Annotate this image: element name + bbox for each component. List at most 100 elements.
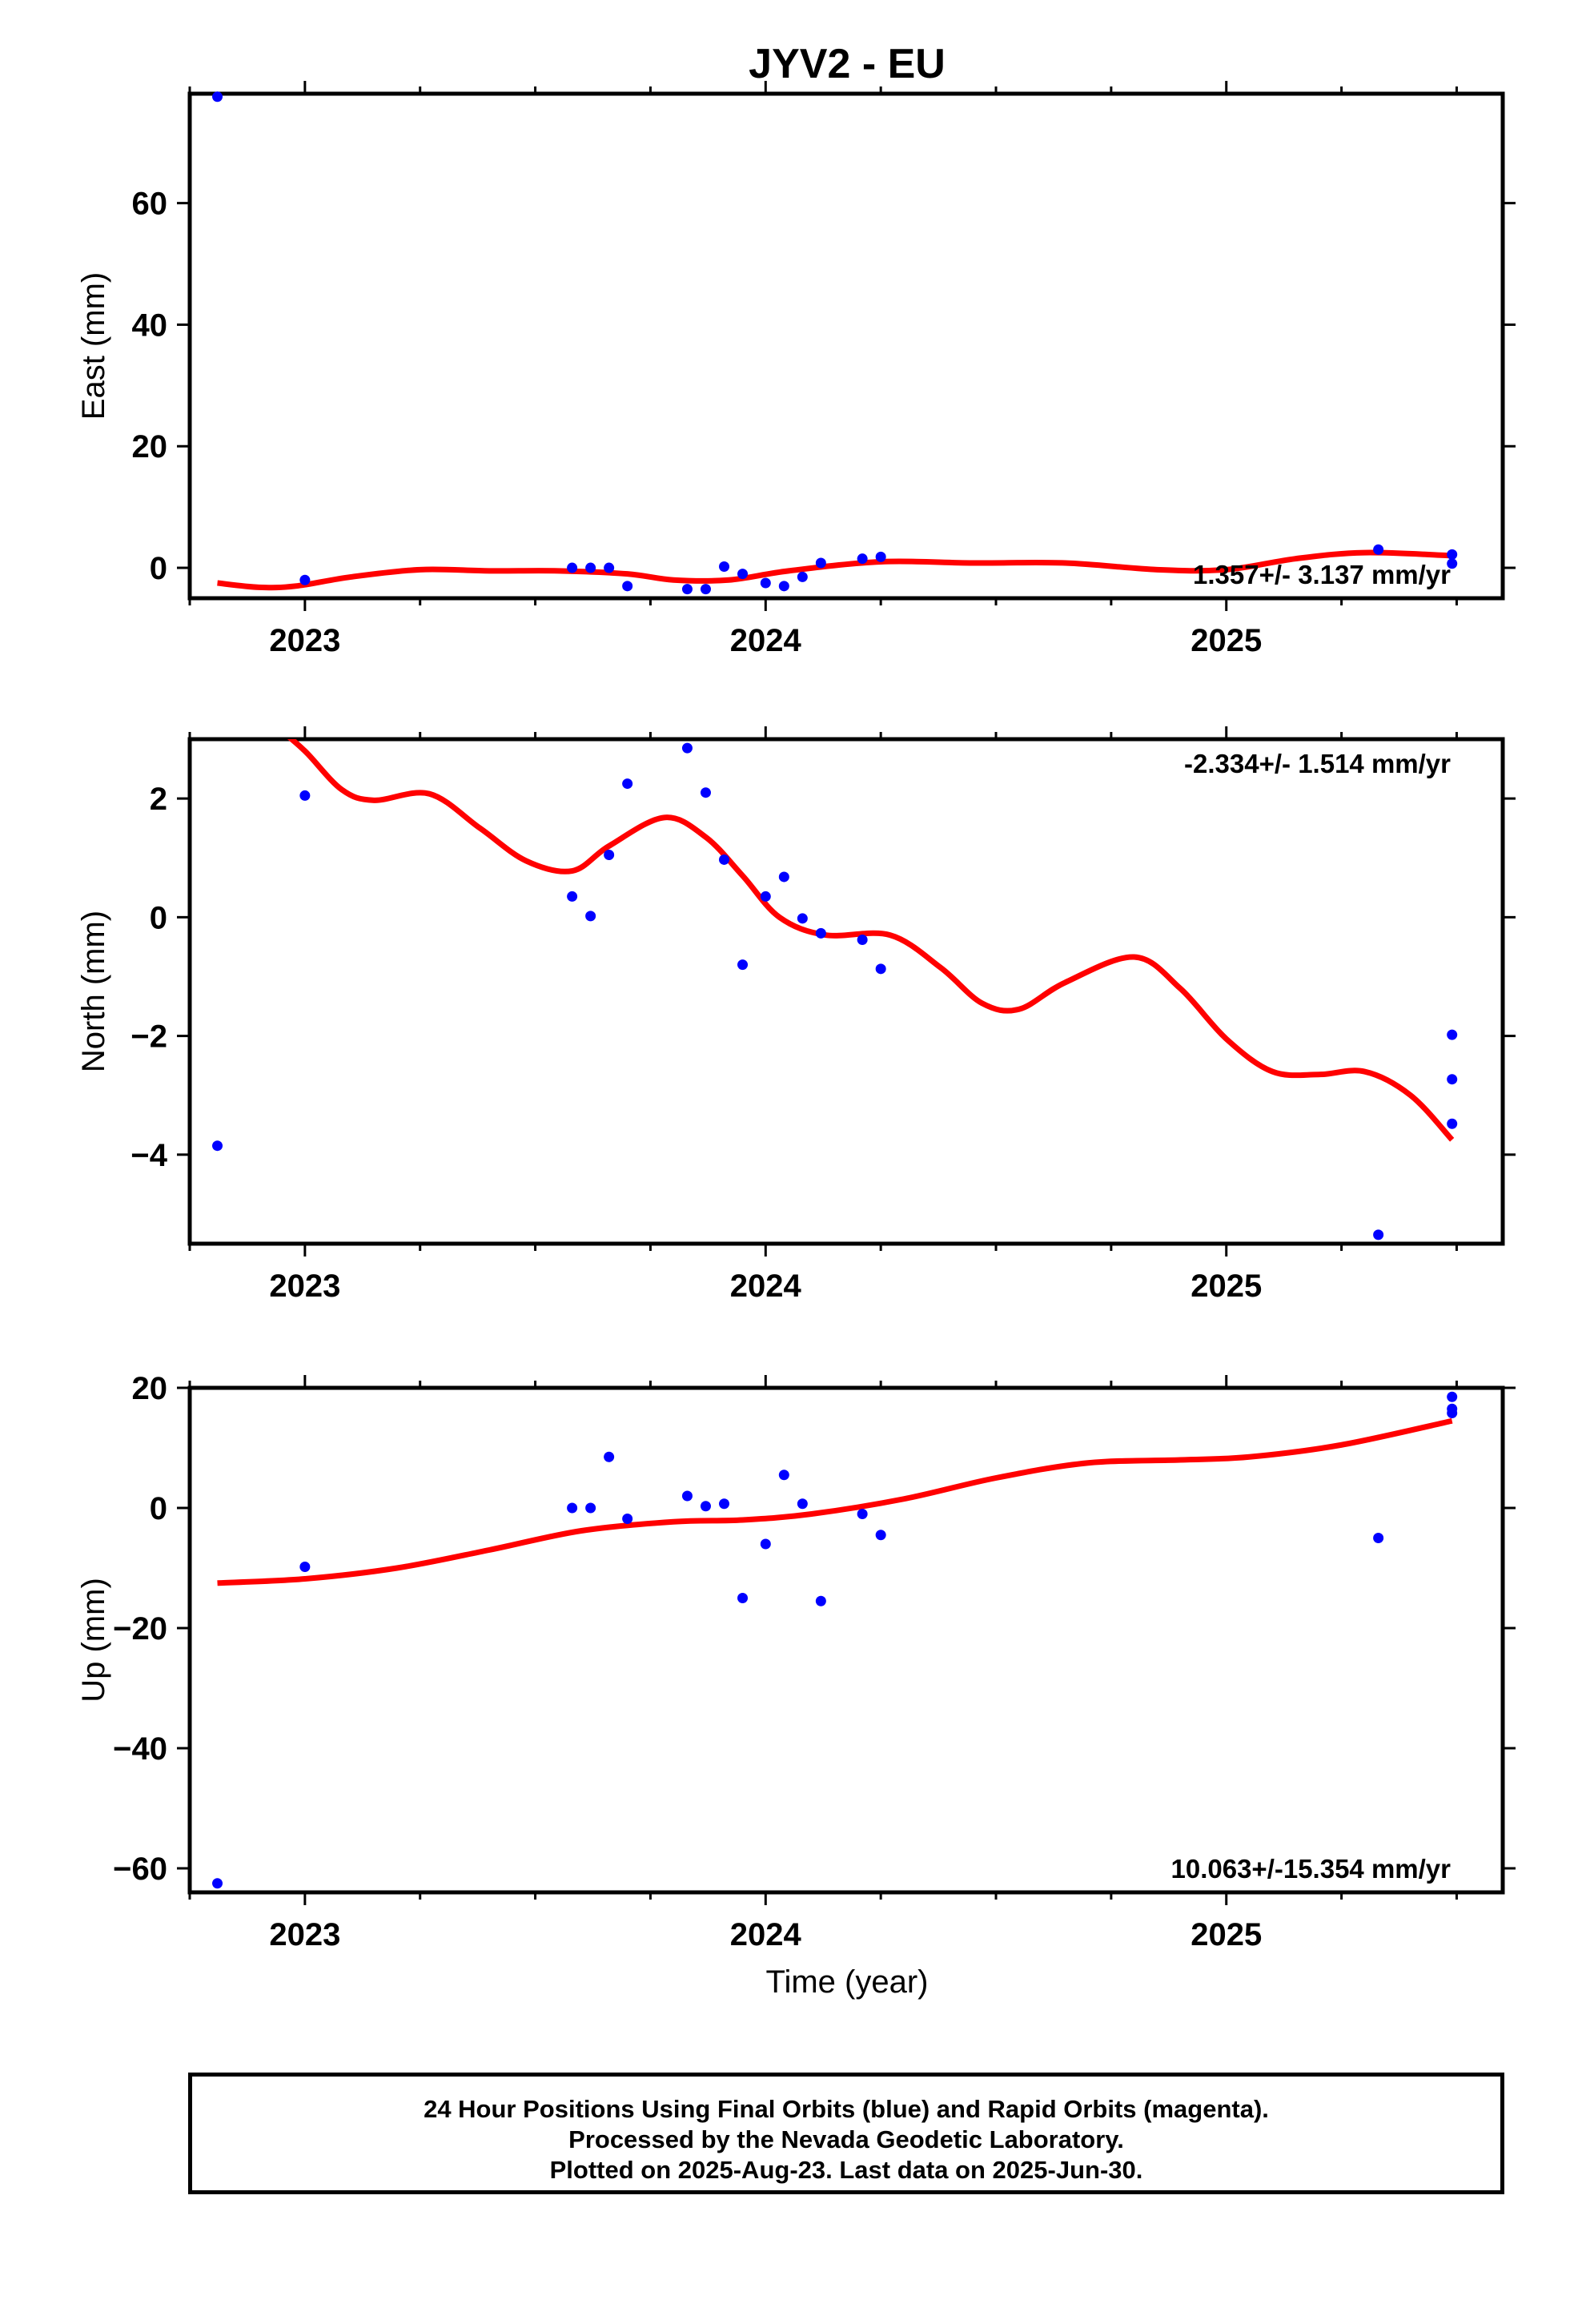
data-point [700,1501,711,1512]
data-point [797,1498,808,1510]
data-point [681,584,693,595]
x-tick-label: 2025 [1191,1269,1262,1304]
data-point [737,959,749,971]
data-point [567,562,578,573]
plot-frame [187,91,1505,601]
data-point [875,1530,886,1541]
data-point [567,891,578,902]
y-tick-label: 20 [132,1371,168,1406]
data-point [585,562,596,573]
y-tick-label: −20 [113,1611,167,1647]
fit-line [217,549,1452,591]
data-point [700,584,711,595]
y-tick-label: 2 [150,782,167,817]
y-tick-label: 0 [150,900,167,935]
data-point [815,1595,826,1606]
y-tick-label: −60 [113,1852,167,1887]
x-axis-label: Time (year) [766,1964,929,2000]
data-point [737,1593,749,1603]
x-tick-label: 2024 [730,1917,802,1952]
x-tick-label: 2024 [730,623,802,658]
data-point [778,1470,789,1481]
north-panel: 2023 2024 2025 −4 −2 0 2 North (mm) -2.334+/- 1.… [76,726,1516,1304]
data-point [604,562,615,573]
x-tick-label: 2024 [730,1269,802,1304]
data-point [778,871,789,883]
data-point [1373,1229,1384,1240]
x-tick-label: 2025 [1191,623,1262,658]
y-axis-label: East (mm) [76,272,111,420]
data-point [1447,1408,1458,1418]
y-axis-label: Up (mm) [76,1578,111,1703]
data-point [1373,544,1384,555]
y-axis-label: North (mm) [76,911,111,1072]
data-point [212,1140,223,1152]
plot-frame [187,737,1505,1246]
footer-note: 24 Hour Positions Using Final Orbits (bl… [188,2073,1504,2194]
data-point [299,574,311,585]
data-point [797,571,808,582]
data-point [1447,558,1458,569]
data-point [778,581,789,592]
data-point [622,1514,633,1524]
rate-label: 10.063+/-15.354 mm/yr [1170,1854,1451,1884]
data-point [622,581,633,592]
data-point [1447,1029,1458,1040]
data-point [604,850,615,861]
data-point [681,742,693,754]
y-tick-label: 60 [132,187,168,222]
data-point [1373,1533,1384,1543]
y-tick-label: −2 [130,1019,167,1055]
data-point [857,1509,868,1519]
data-point [797,913,808,924]
data-point [719,1498,730,1510]
chart-title: JYV2 - EU [749,41,946,87]
data-point [604,1451,615,1462]
data-point [212,1878,223,1889]
footer-line-1: 24 Hour Positions Using Final Orbits (bl… [424,2095,1269,2123]
data-point [622,778,633,790]
y-tick-label: −40 [113,1731,167,1767]
x-tick-label: 2023 [269,1917,340,1952]
up-panel: 2023 2024 2025 −60 −40 −20 0 20 Up (mm) 10.063+/-… [76,1371,1516,1952]
data-point [760,1538,771,1550]
data-point [585,911,596,922]
data-point [815,557,826,569]
data-point [719,854,730,865]
data-point [1447,549,1458,560]
rate-label: -2.334+/- 1.514 mm/yr [1184,749,1451,778]
data-point [857,935,868,946]
data-point [857,553,868,565]
y-tick-label: −4 [130,1138,167,1173]
y-tick-label: 0 [150,551,167,586]
data-point [875,551,886,562]
plot-frame [187,1385,1505,1895]
data-point [760,577,771,589]
data-point [875,963,886,975]
fit-line [287,739,1455,1142]
data-point [681,1490,693,1502]
east-panel: 2023 2024 2025 0 20 40 60 East (mm) 1.357+/- 3.1… [76,81,1516,658]
rate-label: 1.357+/- 3.137 mm/yr [1193,560,1451,589]
fit-line [217,1417,1453,1586]
x-tick-label: 2023 [269,1269,340,1304]
y-tick-label: 20 [132,429,168,464]
data-point [1447,1391,1458,1402]
data-point [299,790,311,801]
footer-line-3: Plotted on 2025-Aug-23. Last data on 202… [549,2156,1143,2184]
data-point [700,787,711,798]
data-point [737,569,749,580]
x-tick-label: 2025 [1191,1917,1262,1952]
data-point [212,91,223,103]
data-point [760,891,771,902]
data-point [585,1502,596,1514]
data-point [299,1562,311,1572]
x-tick-label: 2023 [269,623,340,658]
data-point [1447,1118,1458,1129]
footer-line-2: Processed by the Nevada Geodetic Laborat… [568,2125,1124,2153]
data-point [719,561,730,573]
data-point [567,1502,578,1514]
data-point [1447,1074,1458,1085]
y-tick-label: 40 [132,308,168,343]
